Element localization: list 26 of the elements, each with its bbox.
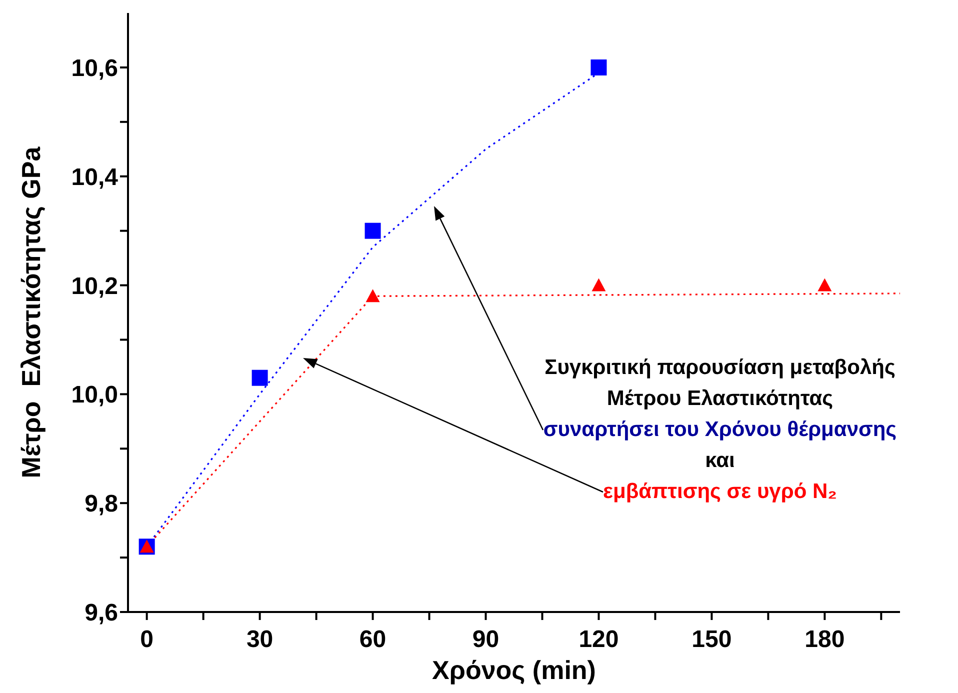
y-tick-label: 9,6	[84, 600, 118, 627]
x-tick-label: 120	[578, 626, 619, 654]
point	[252, 370, 268, 386]
annotation: Μέτρου Ελαστικότητας	[606, 387, 834, 410]
point	[592, 278, 606, 292]
x-tick-label: 0	[140, 626, 154, 654]
point	[590, 59, 607, 76]
annotation: συναρτήσει του Χρόνου θέρμανσης	[543, 418, 897, 441]
annotation: και	[705, 449, 735, 472]
point	[364, 222, 381, 239]
point	[818, 278, 832, 292]
y-tick-label: 10,4	[71, 164, 119, 191]
annotation: Συγκριτική παρουσίαση μεταβολής	[544, 356, 896, 379]
x-tick-label: 180	[804, 626, 845, 654]
y-axis-title: Μέτρο Ελαστικότητας GPa	[16, 146, 46, 478]
y-tick-label: 10,0	[71, 382, 118, 409]
y-tick-label: 9,8	[84, 490, 118, 518]
x-axis-title: Χρόνος (min)	[432, 655, 596, 685]
annotation: εμβάπτισης σε υγρό N₂	[603, 480, 837, 503]
x-tick-label: 60	[359, 626, 386, 654]
y-tick-label: 10,2	[71, 272, 118, 300]
y-tick-label: 10,6	[71, 54, 118, 82]
point	[366, 289, 380, 302]
x-tick-label: 150	[692, 626, 732, 654]
x-tick-label: 30	[246, 626, 274, 654]
x-tick-label: 90	[472, 626, 500, 654]
